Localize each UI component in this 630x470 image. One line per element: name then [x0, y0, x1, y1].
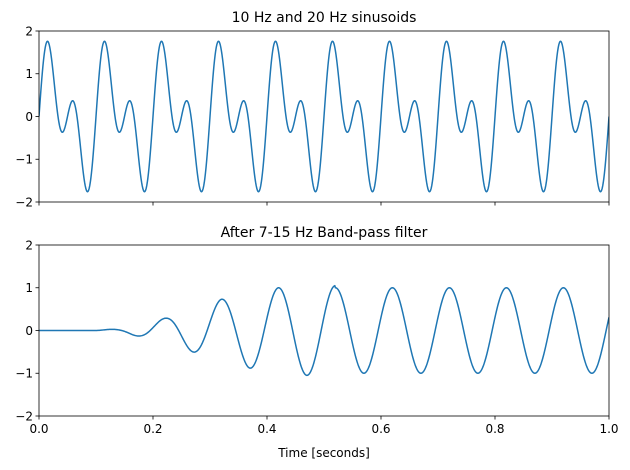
top-subplot-title: 10 Hz and 20 Hz sinusoids	[232, 10, 417, 26]
bottom-subplot-title: After 7-15 Hz Band-pass filter	[221, 225, 428, 241]
ax1-ytick-label: −1	[15, 367, 33, 381]
ax1-ytick-label: 0	[25, 324, 33, 338]
ax1-xtick-label: 0.6	[371, 422, 390, 436]
ax0-ytick-label: 2	[25, 24, 33, 38]
ax1-ytick-label: −2	[15, 409, 33, 423]
top-subplot-ticks: −2 −1 0 1 2	[15, 24, 610, 209]
ax0-ytick-label: 0	[25, 110, 33, 124]
ax1-xtick-label: 0.0	[29, 422, 48, 436]
bottom-subplot-xlabel: Time [seconds]	[277, 446, 370, 460]
ax1-ytick-label: 1	[25, 281, 33, 295]
bottom-subplot-filtered-line	[39, 284, 609, 377]
top-subplot-frame	[38, 30, 610, 203]
top-subplot: 10 Hz and 20 Hz sinusoids −2 −1 0 1 2	[15, 10, 610, 209]
top-subplot-signal-line	[39, 40, 609, 193]
bottom-subplot-frame	[38, 244, 610, 417]
ax1-xtick-label: 0.4	[257, 422, 276, 436]
ax0-ytick-label: −1	[15, 153, 33, 167]
ax1-ytick-label: 2	[25, 238, 33, 252]
ax1-xtick-label: 0.8	[485, 422, 504, 436]
bottom-subplot-ticks: 0.0 0.2 0.4 0.6 0.8 1.0 −2 −1 0 1 2	[15, 238, 618, 436]
ax1-xtick-label: 1.0	[599, 422, 618, 436]
ax0-ytick-label: 1	[25, 67, 33, 81]
ax1-xtick-label: 0.2	[143, 422, 162, 436]
ax0-ytick-label: −2	[15, 195, 33, 209]
bottom-subplot: After 7-15 Hz Band-pass filter 0.0 0.2 0.4…	[15, 225, 618, 460]
